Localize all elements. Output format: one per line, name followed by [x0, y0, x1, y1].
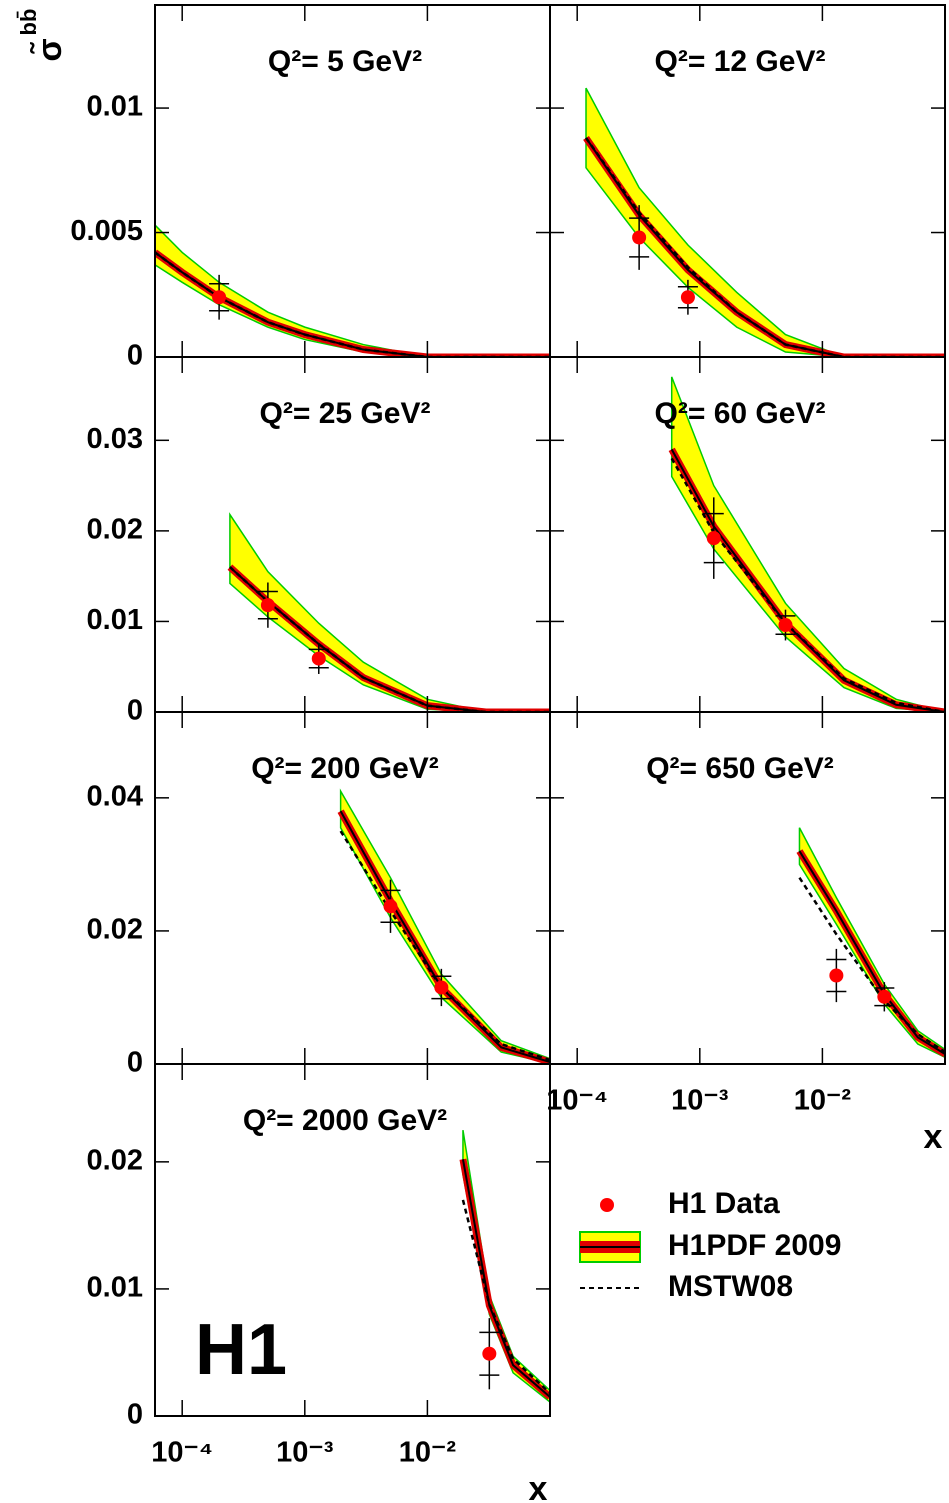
panel: [583, 87, 945, 357]
x-axis-label: x: [924, 1118, 943, 1156]
legend-label: MSTW08: [668, 1270, 793, 1303]
data-point: [877, 989, 892, 1004]
panel: [668, 376, 945, 712]
fit-band: [798, 827, 945, 1059]
legend-label: H1 Data: [668, 1187, 780, 1220]
y-tick-label: 0: [127, 340, 143, 372]
fit-band: [155, 223, 550, 357]
fit-inner: [459, 1158, 550, 1400]
panel: [155, 223, 550, 357]
x-tick-label: 10⁻³: [276, 1437, 334, 1469]
fit-band: [229, 512, 550, 712]
data-point: [680, 290, 695, 305]
panel-frame: [154, 1063, 551, 1417]
x-tick-label: 10⁻⁴: [151, 1437, 213, 1469]
mstw-line: [798, 877, 945, 1054]
x-axis-label: x: [529, 1470, 548, 1503]
panel-title: Q²= 2000 GeV²: [243, 1104, 447, 1137]
data-point: [706, 531, 721, 546]
panel-title: Q²= 60 GeV²: [655, 397, 826, 430]
y-tick-label: 0.04: [87, 780, 143, 812]
fit-line: [461, 1159, 550, 1398]
fit-band: [462, 1129, 550, 1403]
y-axis-label-sup: bb̄: [16, 9, 41, 36]
data-point: [482, 1346, 497, 1361]
mstw-line: [461, 1199, 550, 1395]
x-tick-label: 10⁻³: [671, 1085, 729, 1117]
panel-title: Q²= 650 GeV²: [646, 752, 834, 785]
panel: [227, 512, 550, 712]
fit-inner: [796, 849, 945, 1058]
data-point: [778, 618, 793, 633]
legend-label: H1PDF 2009: [668, 1229, 841, 1262]
panel-title: Q²= 12 GeV²: [655, 45, 826, 78]
panel: [796, 827, 945, 1059]
fit-band: [585, 87, 945, 357]
y-tick-label: 0: [127, 1047, 143, 1079]
panel-frame: [549, 711, 946, 1065]
y-axis-label: σ̃: [30, 38, 69, 61]
data-point: [829, 968, 844, 983]
data-point: [212, 290, 227, 305]
x-tick-label: 10⁻²: [794, 1085, 852, 1117]
panel-title: Q²= 200 GeV²: [251, 752, 439, 785]
panel-title: Q²= 5 GeV²: [268, 45, 422, 78]
panel: [459, 1129, 550, 1403]
panel-title: Q²= 25 GeV²: [260, 397, 431, 430]
legend-marker: [600, 1198, 614, 1212]
data-point: [434, 980, 449, 995]
fit-band: [339, 788, 550, 1064]
data-point: [260, 598, 275, 613]
x-tick-label: 10⁻²: [399, 1437, 457, 1469]
y-tick-label: 0.02: [87, 1145, 143, 1177]
mstw-line: [229, 566, 550, 712]
data-point: [632, 230, 647, 245]
data-point: [311, 651, 326, 666]
y-tick-label: 0.01: [87, 604, 143, 636]
y-tick-label: 0.02: [87, 914, 143, 946]
y-tick-label: 0.01: [87, 91, 143, 123]
y-tick-label: 0.01: [87, 1272, 143, 1304]
x-tick-label: 10⁻⁴: [546, 1085, 608, 1117]
y-tick-label: 0.005: [70, 215, 143, 247]
y-tick-label: 0: [127, 1399, 143, 1431]
y-tick-label: 0.03: [87, 423, 143, 455]
logo: H1: [195, 1310, 287, 1390]
data-point: [383, 899, 398, 914]
y-tick-label: 0: [127, 695, 143, 727]
fit-line: [155, 251, 550, 357]
panel: [337, 788, 550, 1064]
y-tick-label: 0.02: [87, 514, 143, 546]
